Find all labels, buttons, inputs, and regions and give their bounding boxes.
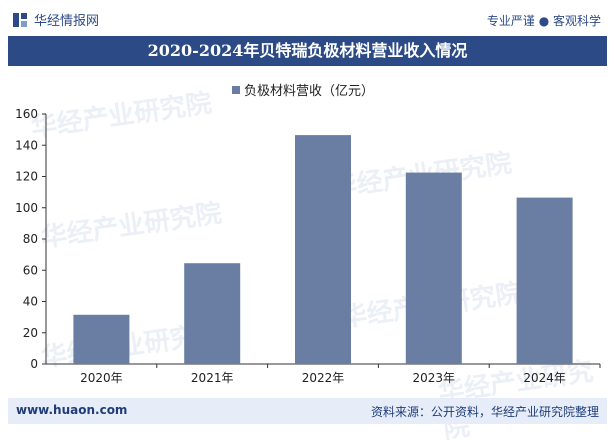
- y-tick-label: 40: [23, 295, 38, 309]
- legend-label: 负极材料营收（亿元）: [244, 84, 374, 99]
- top-bar: 华经情报网 专业严谨 ● 客观科学: [0, 0, 615, 36]
- brand-logo-icon: [13, 12, 27, 27]
- chart-title: 2020-2024年贝特瑞负极材料营业收入情况: [147, 41, 468, 60]
- footer-site-link[interactable]: www.huaon.com: [16, 403, 128, 417]
- y-tick-label: 100: [15, 201, 38, 215]
- y-tick-label: 140: [15, 138, 38, 152]
- footer-bar: www.huaon.com 资料来源：公开资料，华经产业研究院整理: [8, 398, 607, 424]
- brand[interactable]: 华经情报网: [12, 10, 99, 29]
- slogan: 专业严谨 ● 客观科学: [486, 14, 601, 28]
- y-tick-label: 80: [23, 232, 38, 246]
- bar: [295, 135, 351, 364]
- x-tick-label: 2022年: [302, 371, 345, 385]
- y-tick-label: 60: [23, 263, 38, 277]
- y-tick-label: 120: [15, 170, 38, 184]
- y-tick-label: 0: [30, 357, 38, 371]
- footer-source: 资料来源：公开资料，华经产业研究院整理: [370, 405, 599, 419]
- x-tick-label: 2024年: [523, 371, 566, 385]
- bar: [516, 197, 573, 364]
- y-tick-label: 20: [23, 326, 38, 340]
- bar: [405, 172, 462, 364]
- brand-name: 华经情报网: [34, 14, 100, 29]
- title-bar: 2020-2024年贝特瑞负极材料营业收入情况: [8, 36, 607, 66]
- y-tick-label: 160: [15, 107, 38, 121]
- x-tick-label: 2023年: [413, 371, 456, 385]
- x-tick-label: 2020年: [80, 371, 123, 385]
- bar-chart: 0 20 40 60 80 100 120 140 160 2020年 2021年 2022年 2023…: [15, 84, 601, 385]
- legend-swatch: [232, 86, 240, 94]
- x-tick-label: 2021年: [191, 371, 234, 385]
- bar: [73, 314, 130, 364]
- bar: [184, 263, 241, 364]
